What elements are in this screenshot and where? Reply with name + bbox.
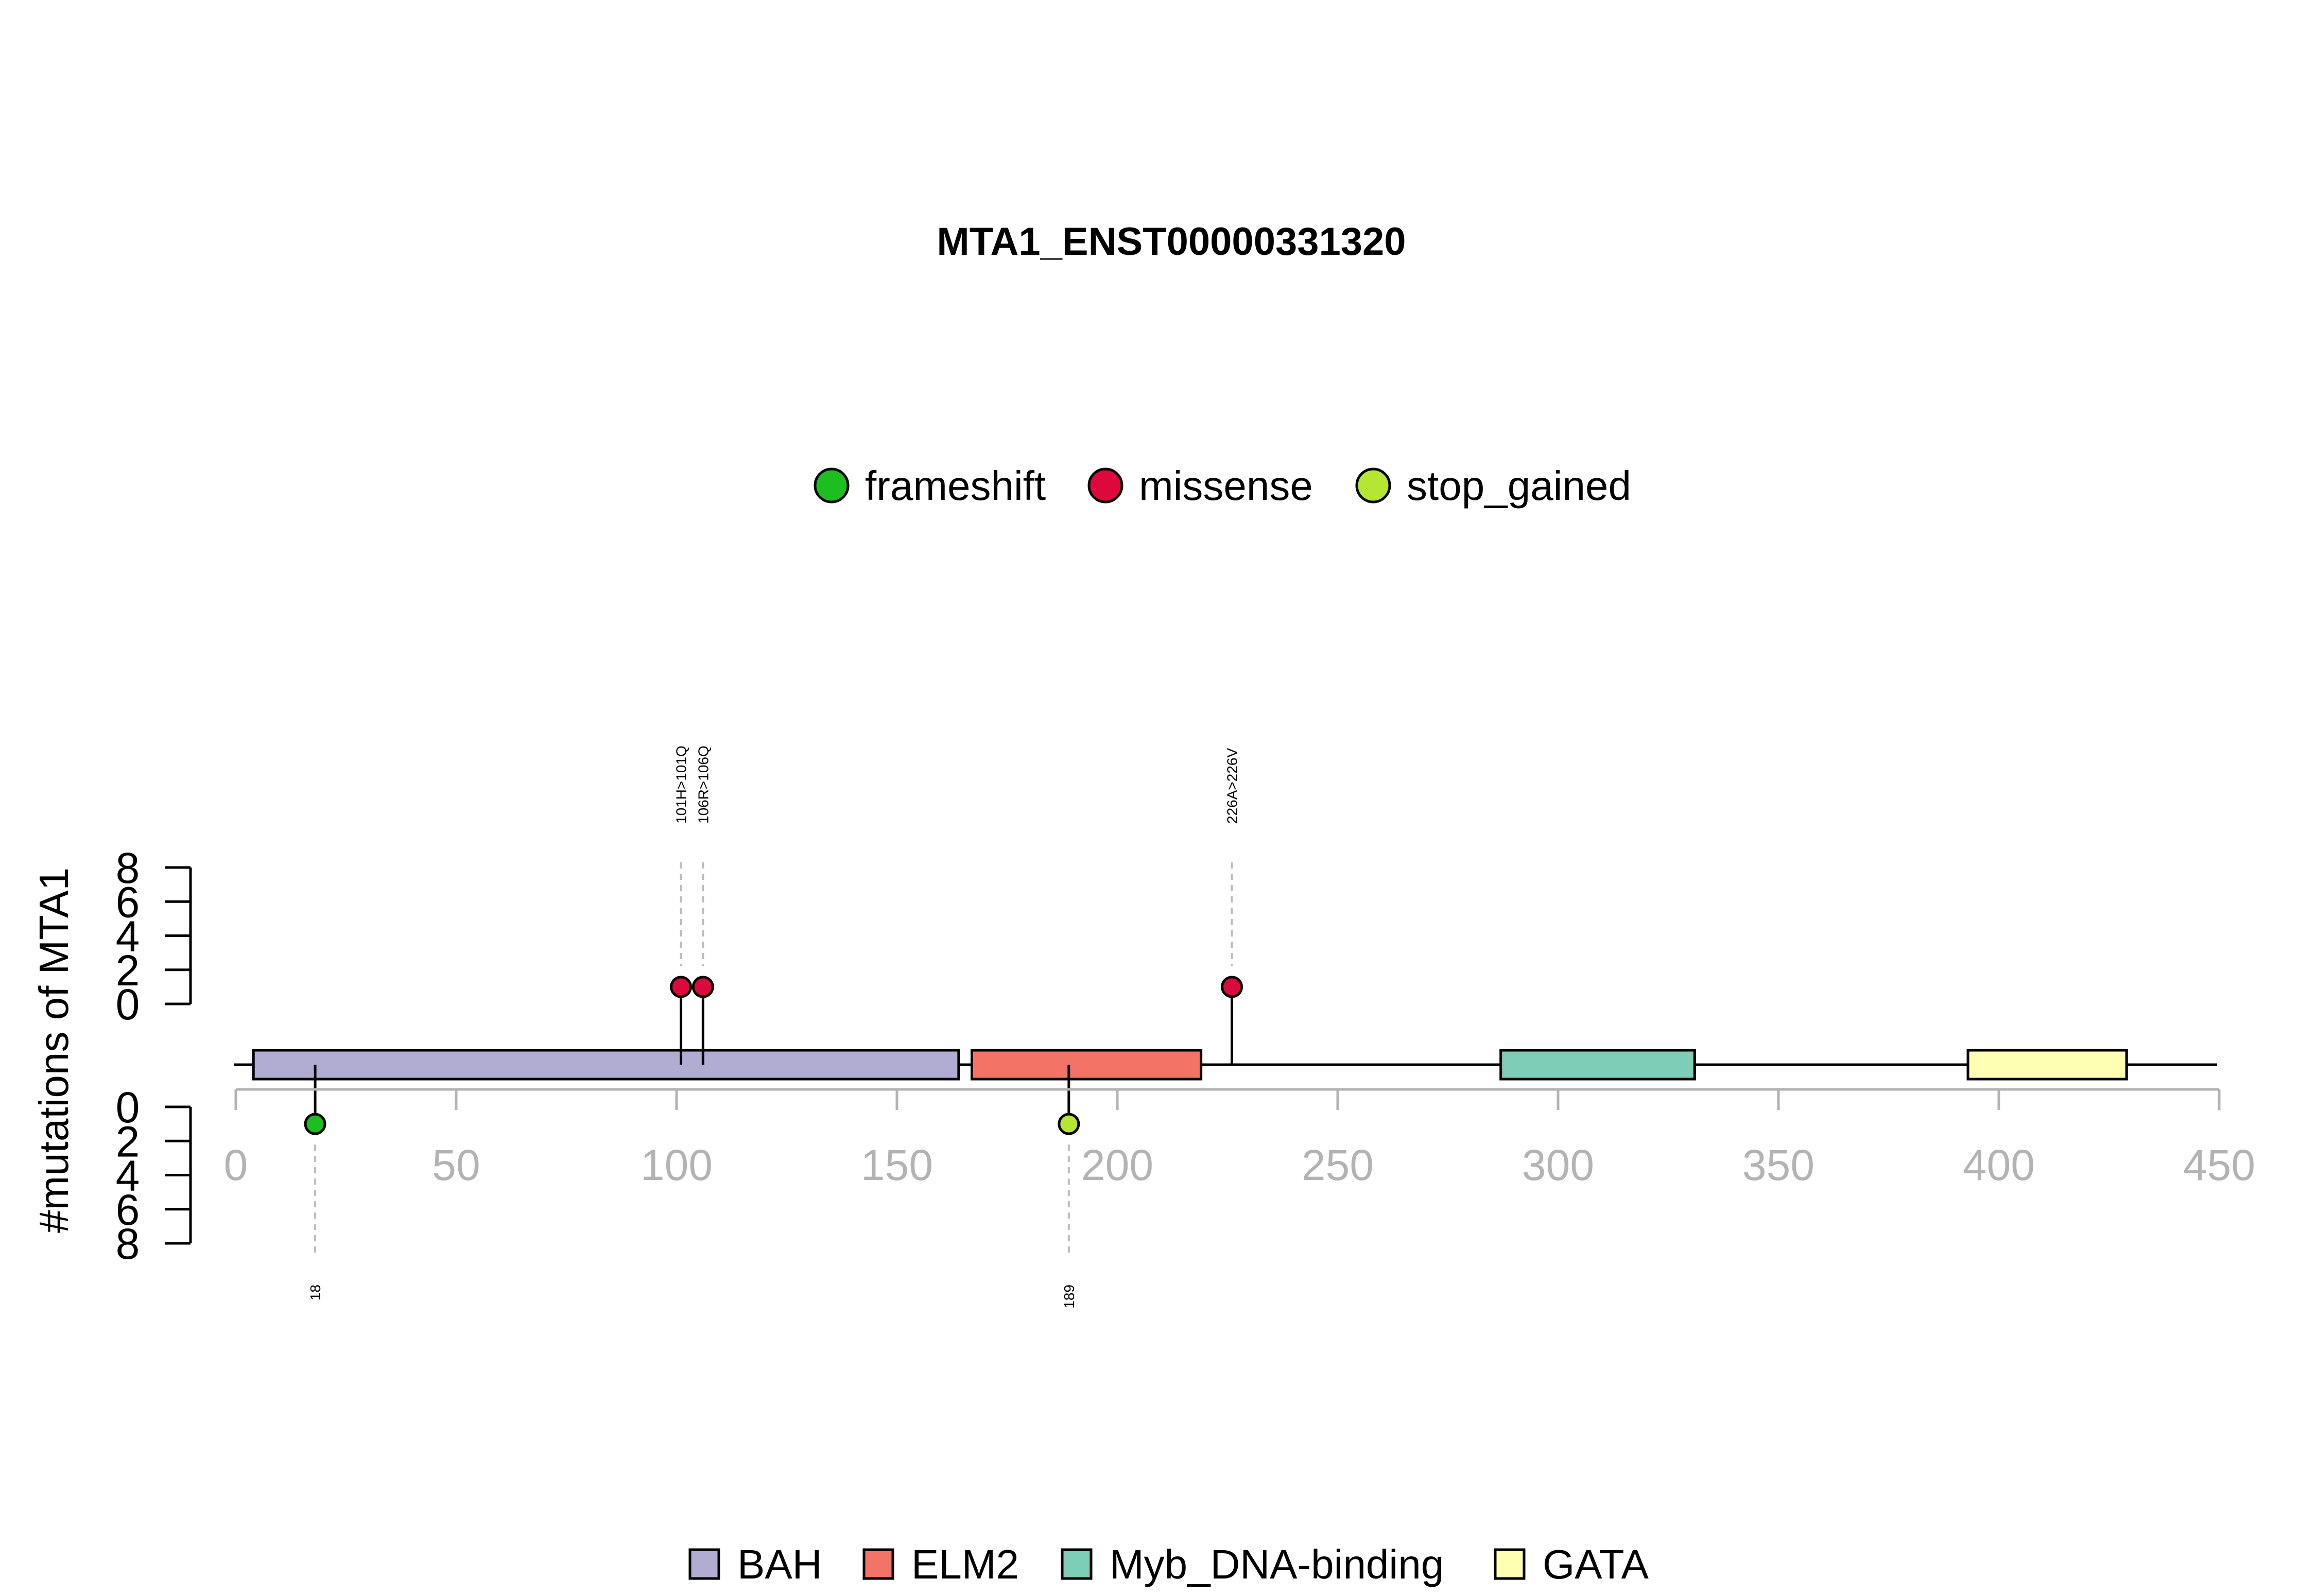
mutation-legend: frameshift missense stop_gained bbox=[814, 463, 1631, 509]
domain-legend: BAH ELM2 Myb_DNA-binding GATA bbox=[688, 1541, 1649, 1587]
legend-BAH-swatch bbox=[688, 1548, 720, 1580]
x-tick-label: 200 bbox=[1081, 1141, 1153, 1189]
y-top-tick-label: 2 bbox=[116, 946, 140, 995]
mutation-bottom-label: 18 bbox=[307, 1285, 323, 1300]
y-top-tick-label: 6 bbox=[116, 878, 140, 926]
legend-Myb_DNA-binding-label: Myb_DNA-binding bbox=[1110, 1541, 1444, 1587]
lollipop-stems bbox=[314, 986, 1234, 1124]
legend-frameshift-marker bbox=[814, 467, 850, 504]
domain-BAH bbox=[252, 1049, 960, 1081]
legend-BAH-label: BAH bbox=[737, 1541, 822, 1587]
x-tick-label: 400 bbox=[1963, 1141, 2035, 1189]
lollipop-heads bbox=[304, 976, 1243, 1135]
domain-GATA bbox=[1966, 1049, 2128, 1081]
y-top-tick-label: 4 bbox=[116, 912, 140, 961]
x-tick-label: 150 bbox=[861, 1141, 933, 1189]
protein-track bbox=[234, 1049, 2217, 1081]
mutation-top-point bbox=[691, 976, 714, 998]
mutation-top-label: 106R>106Q bbox=[695, 745, 711, 824]
mutation-top-point bbox=[670, 976, 693, 998]
mutation-labels: 101H>101Q 106R>106Q 226A>226V 18 189 bbox=[307, 745, 1240, 1309]
y-bottom-tick-label: 4 bbox=[116, 1152, 140, 1200]
x-tick-label: 100 bbox=[641, 1141, 713, 1189]
y-bottom-tick-label: 0 bbox=[116, 1083, 140, 1132]
legend-missense-marker bbox=[1087, 467, 1123, 504]
y-axis-label: #mutations of MTA1 bbox=[31, 868, 77, 1233]
legend-ELM2-label: ELM2 bbox=[911, 1541, 1019, 1587]
legend-stop_gained-marker bbox=[1355, 467, 1391, 504]
legend-missense-label: missense bbox=[1139, 463, 1313, 509]
legend-Myb_DNA-binding-swatch bbox=[1061, 1548, 1093, 1580]
legend-GATA-swatch bbox=[1494, 1548, 1526, 1580]
mutation-top-point bbox=[1221, 976, 1243, 998]
x-tick-label: 50 bbox=[432, 1141, 480, 1189]
domain-Myb_DNA-binding bbox=[1499, 1049, 1696, 1081]
x-tick-label: 450 bbox=[2183, 1141, 2255, 1189]
x-axis: 0 50 100 150 200 250 300 350 400 450 bbox=[224, 1088, 2255, 1189]
y-bottom-tick-label: 6 bbox=[116, 1186, 140, 1234]
y-top-tick-label: 8 bbox=[116, 844, 140, 892]
x-tick-label: 0 bbox=[224, 1141, 248, 1189]
domain-ELM2 bbox=[971, 1049, 1203, 1081]
x-tick-label: 350 bbox=[1742, 1141, 1814, 1189]
chart-title: MTA1_ENST00000331320 bbox=[937, 220, 1406, 264]
legend-ELM2-swatch bbox=[862, 1548, 894, 1580]
x-tick-label: 250 bbox=[1302, 1141, 1374, 1189]
y-bottom-tick-label: 8 bbox=[116, 1220, 140, 1268]
mutation-top-label: 226A>226V bbox=[1224, 748, 1240, 824]
x-tick-label: 300 bbox=[1522, 1141, 1594, 1189]
mutation-bottom-label: 189 bbox=[1061, 1285, 1077, 1309]
legend-GATA-label: GATA bbox=[1543, 1541, 1649, 1587]
legend-stop_gained-label: stop_gained bbox=[1407, 463, 1631, 509]
legend-frameshift-label: frameshift bbox=[865, 463, 1046, 509]
mutation-top-label: 101H>101Q bbox=[673, 745, 689, 824]
mutation-bottom-point bbox=[304, 1113, 326, 1135]
mutation-bottom-point bbox=[1058, 1113, 1080, 1135]
y-top-tick-label: 0 bbox=[116, 980, 140, 1029]
y-bottom-tick-label: 2 bbox=[116, 1117, 140, 1166]
